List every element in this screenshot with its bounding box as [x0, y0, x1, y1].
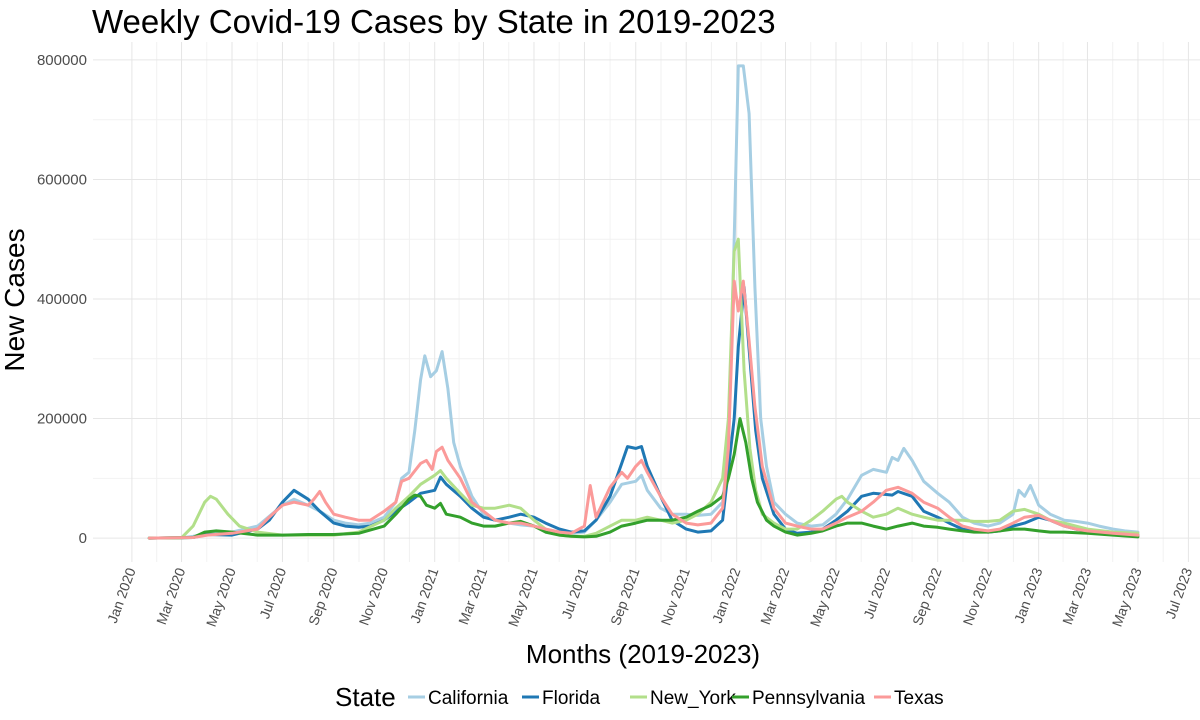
x-tick-label: Mar 2023: [1059, 565, 1094, 626]
x-tick-label: Jul 2021: [558, 565, 591, 620]
legend-title: State: [335, 682, 396, 712]
x-tick-label: Sep 2020: [305, 565, 341, 627]
x-tick-label: Jan 2021: [407, 565, 442, 625]
y-tick-label: 400000: [37, 291, 87, 308]
x-axis-label: Months (2019-2023): [526, 639, 760, 669]
x-tick-label: Sep 2021: [607, 565, 643, 627]
x-axis-ticks: Jan 2020 Mar 2020 May 2020 Jul 2020 Sep 2020…: [104, 565, 1195, 628]
x-tick-label: Mar 2022: [757, 565, 792, 626]
x-tick-label: May 2023: [1109, 565, 1145, 628]
y-tick-label: 200000: [37, 411, 87, 428]
legend: State California Florida New_York Pennsylva…: [335, 682, 944, 712]
series-line-texas: [147, 279, 1140, 540]
legend-label-california: California: [428, 688, 509, 709]
y-axis-ticks: 0 200000 400000 600000 800000: [37, 52, 87, 547]
chart-title: Weekly Covid-19 Cases by State in 2019-2…: [92, 3, 776, 40]
series-lines: [147, 64, 1140, 540]
legend-label-texas: Texas: [894, 688, 944, 709]
legend-label-pennsylvania: Pennsylvania: [752, 688, 865, 709]
x-tick-label: Sep 2022: [909, 565, 945, 627]
legend-label-new-york: New_York: [650, 688, 736, 709]
x-tick-label: Jul 2022: [860, 565, 893, 620]
x-tick-label: Jan 2023: [1011, 565, 1046, 625]
legend-label-florida: Florida: [542, 688, 601, 709]
x-tick-label: Jul 2023: [1162, 565, 1195, 620]
y-tick-label: 0: [79, 530, 87, 547]
series-line-pennsylvania: [147, 417, 1140, 540]
x-tick-label: Nov 2020: [356, 565, 392, 627]
x-tick-label: Jul 2020: [256, 565, 289, 620]
grid: [93, 42, 1200, 562]
y-axis-label: New Cases: [0, 228, 30, 371]
x-tick-label: Nov 2021: [657, 565, 693, 627]
x-tick-label: May 2020: [203, 565, 239, 628]
x-tick-label: Jan 2020: [104, 565, 139, 625]
x-tick-label: May 2022: [807, 565, 843, 628]
x-tick-label: Jan 2022: [709, 565, 744, 625]
y-tick-label: 600000: [37, 171, 87, 188]
x-tick-label: Mar 2021: [455, 565, 490, 626]
y-tick-label: 800000: [37, 52, 87, 69]
x-tick-label: Nov 2022: [959, 565, 995, 627]
x-tick-label: Mar 2020: [153, 565, 188, 626]
x-tick-label: May 2021: [505, 565, 541, 628]
